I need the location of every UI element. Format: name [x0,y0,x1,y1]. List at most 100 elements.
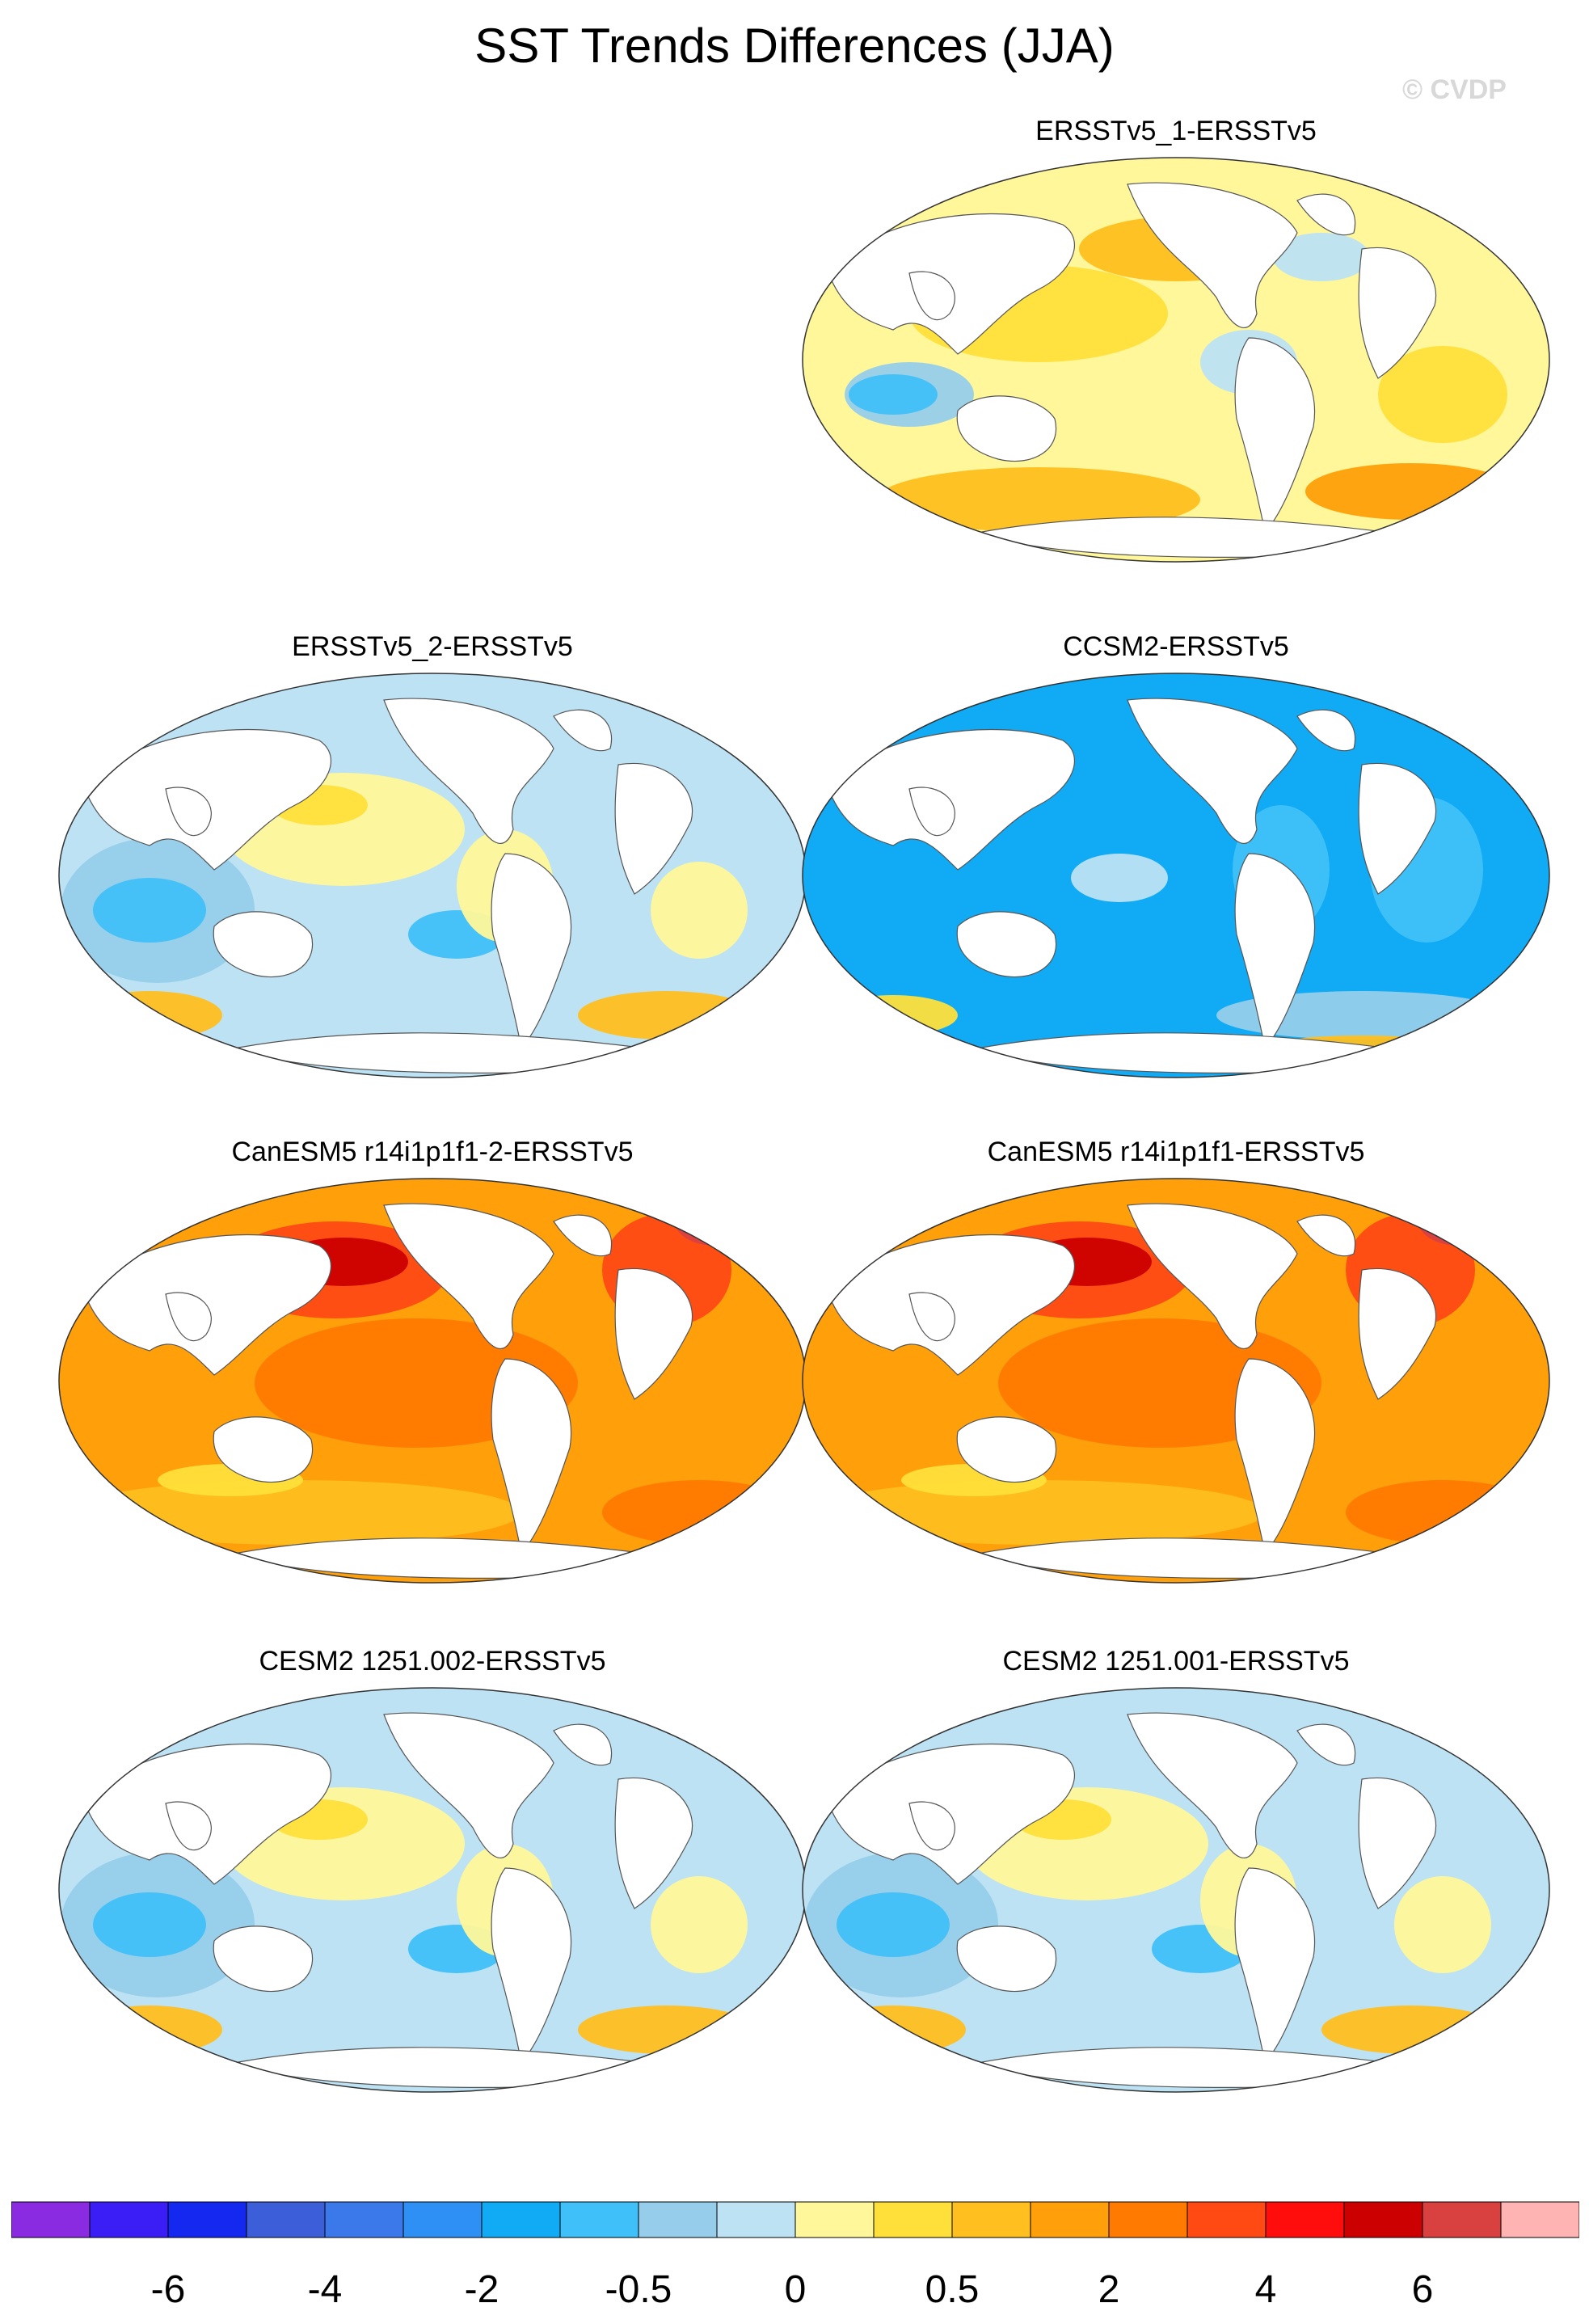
anomaly-region [675,1197,756,1246]
world-map [802,1178,1550,1584]
landmass [553,1723,613,1766]
landmass [165,787,212,837]
world-map [58,1178,807,1584]
anomaly-region [602,1480,796,1545]
landmass [383,1712,554,1859]
colorbar-swatch [638,2201,718,2238]
map-outline [802,1178,1550,1584]
colorbar-swatch [1422,2201,1502,2238]
colorbar-swatch [1265,2201,1345,2238]
anomaly-region [1418,1197,1499,1246]
landmass [1127,182,1298,329]
panel-title: CCSM2-ERSSTv5 [1063,631,1289,662]
colorbar-swatch [1500,2201,1579,2238]
colorbar-swatch [1343,2201,1423,2238]
landmass [614,762,693,895]
colorbar-swatch [951,2201,1031,2238]
map-panel-7: CESM2 1251.001-ERSSTv5 [796,1645,1556,2098]
landmass [213,911,314,978]
colorbar-swatch [794,2201,875,2238]
landmass [908,787,955,837]
anomaly-region [77,2006,222,2054]
landmass [84,728,332,871]
landmass [1296,1723,1356,1766]
map-panel-6: CESM2 1251.002-ERSSTv5 [53,1645,812,2098]
anomaly-region [1394,1876,1491,1973]
landmass [1358,762,1437,895]
panel-title: CanESM5 r14i1p1f1-2-ERSSTv5 [231,1137,634,1167]
colorbar-swatch [481,2201,561,2238]
colorbar-swatch [1186,2201,1267,2238]
panel-title: CESM2 1251.002-ERSSTv5 [259,1646,606,1677]
landmass [1358,1267,1437,1400]
colorbar-tick-label: 0.5 [925,2268,980,2311]
landmass [1358,1777,1437,1909]
landmass [1127,1203,1298,1350]
anomaly-region [1378,346,1507,443]
landmass [383,698,554,845]
landmass [1296,193,1356,236]
panel-title: CanESM5 r14i1p1f1-ERSSTv5 [987,1137,1365,1167]
map-outline [802,1687,1550,2093]
colorbar-swatch [873,2201,953,2238]
colorbar-swatch [716,2201,796,2238]
map-panel-3: CCSM2-ERSSTv5 [796,631,1556,1083]
anomaly-region [849,374,938,415]
landmass [553,709,613,752]
colorbar-tick-label: 6 [1411,2268,1434,2311]
figure-title: SST Trends Differences (JJA) [474,19,1115,73]
landmass [614,1777,693,1909]
landmass [213,1925,314,1993]
colorbar-tick-label: -6 [150,2268,186,2311]
world-map [802,1687,1550,2093]
landmass [165,1292,212,1342]
landmass [908,1801,955,1851]
anomaly-region [77,991,222,1040]
anomaly-region [1071,854,1168,902]
panel-title: ERSSTv5_2-ERSSTv5 [292,631,573,662]
landmass [908,1292,955,1342]
colorbar-tick-label: -4 [307,2268,343,2311]
anomaly-region [1346,1480,1540,1545]
landmass [1296,709,1356,752]
colorbar-swatch [403,2201,483,2238]
colorbar [11,2201,1579,2238]
colorbar-swatch [167,2201,247,2238]
landmass [956,395,1057,462]
landmass [908,271,955,321]
landmass [1127,1712,1298,1859]
landmass [84,1234,332,1376]
landmass [614,1267,693,1400]
anomaly-region [651,1876,748,1973]
landmass [553,1214,613,1257]
world-map [802,673,1550,1078]
landmass [828,1234,1076,1376]
panel-title: ERSSTv5_1-ERSSTv5 [1035,116,1317,146]
colorbar-swatch [246,2201,326,2238]
map-panel-4: CanESM5 r14i1p1f1-2-ERSSTv5 [53,1136,812,1588]
map-panel-5: CanESM5 r14i1p1f1-ERSSTv5 [796,1136,1556,1588]
map-panel-1: ERSSTv5_1-ERSSTv5 [796,115,1556,567]
landmass [956,1925,1057,1993]
anomaly-region [93,1892,206,1957]
colorbar-tick-label: 4 [1254,2268,1277,2311]
map-outline [802,673,1550,1078]
landmass [828,213,1076,355]
panel-title: CESM2 1251.001-ERSSTv5 [1002,1646,1350,1677]
colorbar-tick-label: 2 [1098,2268,1120,2311]
landmass [383,1203,554,1350]
colorbar-swatch [89,2201,169,2238]
map-panel-2: ERSSTv5_2-ERSSTv5 [53,631,812,1083]
anomaly-region [812,1480,1265,1545]
anomaly-region [877,467,1200,532]
anomaly-region [820,2006,966,2054]
landmass [1296,1214,1356,1257]
world-map [58,1687,807,2093]
landmass [1358,247,1437,379]
landmass [84,1743,332,1885]
landmass [213,1416,314,1483]
cvdp-watermark: © CVDP [1402,74,1507,105]
colorbar-swatch [324,2201,404,2238]
landmass [956,911,1057,978]
anomaly-region [69,1480,521,1545]
